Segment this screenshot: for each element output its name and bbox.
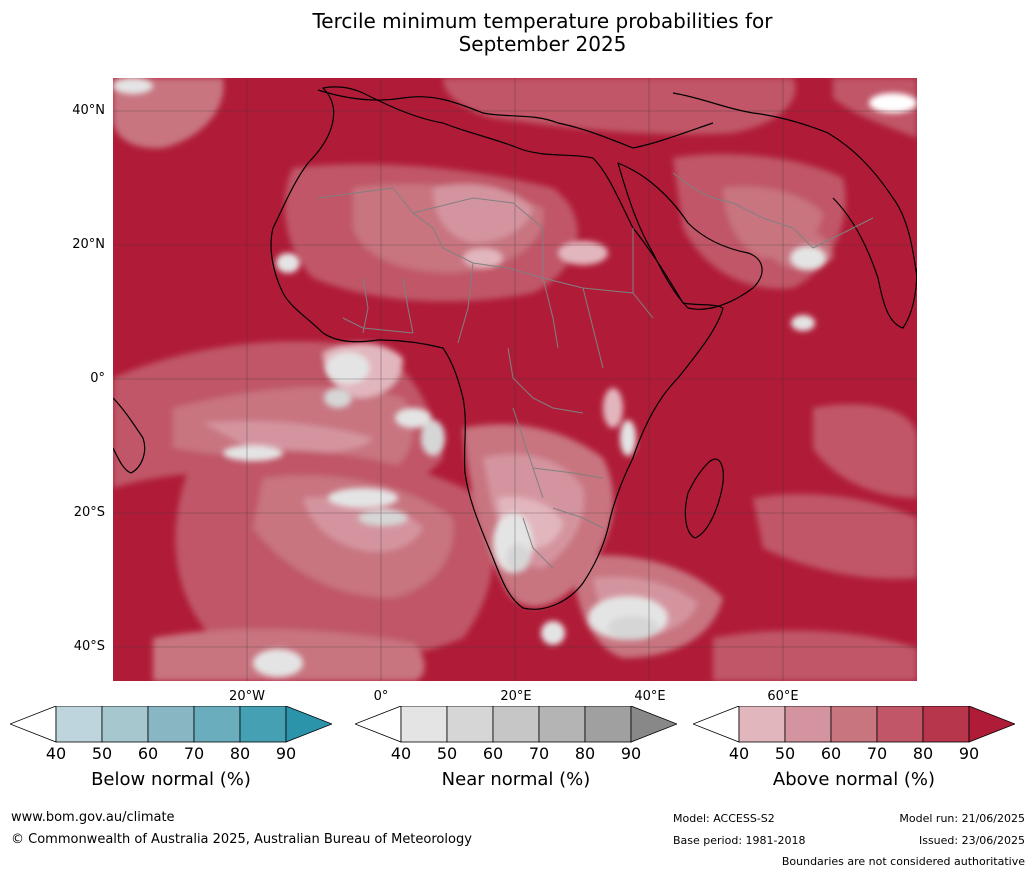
- tick-label: 50: [91, 744, 113, 763]
- tick-label: 70: [866, 744, 888, 763]
- colorbar-above-normal: [693, 706, 1015, 743]
- lat-label-40n: 40°N: [72, 103, 105, 118]
- tick-label: 80: [574, 744, 596, 763]
- lon-label-0: 0°: [373, 689, 389, 704]
- chart-title: Tercile minimum temperature probabilitie…: [0, 10, 1035, 56]
- tick-label: 60: [820, 744, 842, 763]
- lat-label-20s: 20°S: [73, 505, 105, 520]
- footer-website: www.bom.gov.au/climate: [11, 810, 175, 825]
- tick-label: 40: [728, 744, 750, 763]
- tick-label: 50: [436, 744, 458, 763]
- near-normal-patches: [113, 78, 917, 677]
- tick-label: 90: [958, 744, 980, 763]
- lat-label-20n: 20°N: [72, 237, 105, 252]
- tick-label: 60: [137, 744, 159, 763]
- tick-label: 70: [183, 744, 205, 763]
- colorbar-near-normal: [355, 706, 677, 743]
- coastlines: [112, 86, 918, 610]
- footer-base-period: Base period: 1981-2018: [673, 834, 806, 847]
- lon-label-20w: 20°W: [229, 689, 265, 704]
- title-line-2: September 2025: [458, 32, 627, 56]
- colorbar-above-title: Above normal (%): [772, 769, 936, 790]
- lat-label-40s: 40°S: [73, 639, 105, 654]
- tick-label: 90: [620, 744, 642, 763]
- tick-label: 40: [45, 744, 67, 763]
- tick-label: 40: [390, 744, 412, 763]
- footer-issued: Issued: 23/06/2025: [918, 834, 1025, 847]
- lat-label-0: 0°: [90, 371, 105, 386]
- lon-label-60e: 60°E: [767, 689, 799, 704]
- tick-label: 50: [774, 744, 796, 763]
- tick-label: 70: [528, 744, 550, 763]
- colorbar-below-title: Below normal (%): [91, 769, 251, 790]
- tick-label: 90: [275, 744, 297, 763]
- lon-label-20e: 20°E: [500, 689, 532, 704]
- tick-label: 80: [912, 744, 934, 763]
- footer-model-run: Model run: 21/06/2025: [899, 812, 1025, 825]
- lon-label-40e: 40°E: [634, 689, 666, 704]
- country-borders: [317, 172, 874, 569]
- title-line-1: Tercile minimum temperature probabilitie…: [312, 9, 773, 33]
- map-svg: [112, 78, 918, 681]
- footer-copyright: © Commonwealth of Australia 2025, Austra…: [11, 832, 472, 847]
- colorbar-below-normal: [10, 706, 332, 743]
- footer-disclaimer: Boundaries are not considered authoritat…: [781, 855, 1025, 868]
- tick-label: 80: [229, 744, 251, 763]
- tick-label: 60: [482, 744, 504, 763]
- colorbar-near-title: Near normal (%): [441, 769, 591, 790]
- footer-model: Model: ACCESS-S2: [673, 812, 775, 825]
- probability-map: [112, 78, 918, 681]
